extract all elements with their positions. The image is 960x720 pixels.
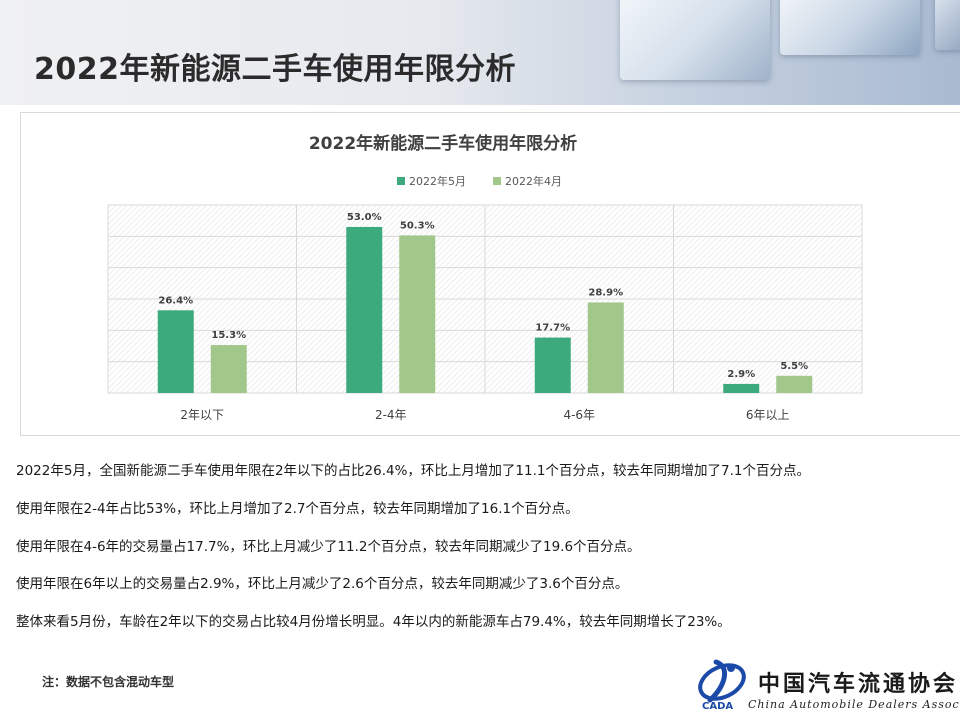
bar-chart: 2022年新能源二手车使用年限分析 2022年5月 2022年4月 26.4% 15… (107, 133, 863, 422)
x-tick-label: 2年以下 (180, 408, 224, 422)
decorative-cube (780, 0, 920, 55)
bar (723, 383, 760, 393)
data-label: 17.7% (535, 323, 570, 334)
association-logo: CADA 中国汽车流通协会 China Automobile Dealers A… (696, 652, 960, 718)
legend-swatch (397, 177, 405, 185)
legend-swatch (493, 177, 501, 185)
bar (776, 375, 813, 393)
x-tick-label: 4-6年 (563, 408, 595, 422)
data-label: 2.9% (727, 369, 755, 380)
data-label: 26.4% (158, 295, 193, 306)
bar (346, 226, 383, 393)
data-label: 53.0% (347, 212, 382, 223)
page-title: 2022年新能源二手车使用年限分析 (34, 52, 516, 87)
footnote: 注：数据不包含混动车型 (42, 675, 175, 689)
bar (587, 302, 624, 393)
bar (534, 337, 571, 393)
bars: 26.4% 15.3% 53.0% 50.3% 17.7% 28.9% 2.9% 5.5% (157, 212, 813, 393)
data-label: 28.9% (588, 287, 623, 298)
data-label: 15.3% (211, 330, 246, 341)
logo-mark-icon (698, 659, 746, 703)
header-banner (0, 0, 960, 105)
logo-subtitle: China Automobile Dealers Association (748, 698, 960, 711)
logo-mark-text: CADA (702, 701, 734, 712)
bar (210, 345, 247, 393)
bar (157, 310, 194, 393)
data-label: 5.5% (780, 361, 808, 372)
x-tick-label: 6年以上 (746, 408, 790, 422)
decorative-cube (935, 0, 960, 50)
chart-container: 2022年新能源二手车使用年限分析 2022年5月 2022年4月 26.4% 15… (20, 112, 960, 436)
data-label: 50.3% (400, 220, 435, 231)
summary-paragraph-5: 整体来看5月份，车龄在2年以下的交易占比较4月份增长明显。4年以内的新能源车占7… (16, 614, 731, 630)
summary-paragraph-1: 2022年5月，全国新能源二手车使用年限在2年以下的占比26.4%，环比上月增加… (16, 463, 810, 479)
summary-paragraph-4: 使用年限在6年以上的交易量占2.9%，环比上月减少了2.6个百分点，较去年同期减… (16, 576, 629, 592)
legend-label: 2022年5月 (409, 174, 466, 188)
x-axis-labels: 2年以下 2-4年 4-6年 6年以上 (180, 408, 789, 422)
legend-label: 2022年4月 (505, 174, 562, 188)
x-tick-label: 2-4年 (375, 408, 407, 422)
summary-paragraph-3: 使用年限在4-6年的交易量占17.7%，环比上月减少了11.2个百分点，较去年同… (16, 539, 641, 555)
bar (399, 235, 436, 393)
chart-title: 2022年新能源二手车使用年限分析 (309, 133, 577, 154)
logo-title: 中国汽车流通协会 (758, 671, 959, 697)
summary-paragraph-2: 使用年限在2-4年占比53%，环比上月增加了2.7个百分点，较去年同期增加了16… (16, 501, 579, 517)
decorative-cube (620, 0, 770, 80)
chart-legend: 2022年5月 2022年4月 (397, 174, 562, 188)
